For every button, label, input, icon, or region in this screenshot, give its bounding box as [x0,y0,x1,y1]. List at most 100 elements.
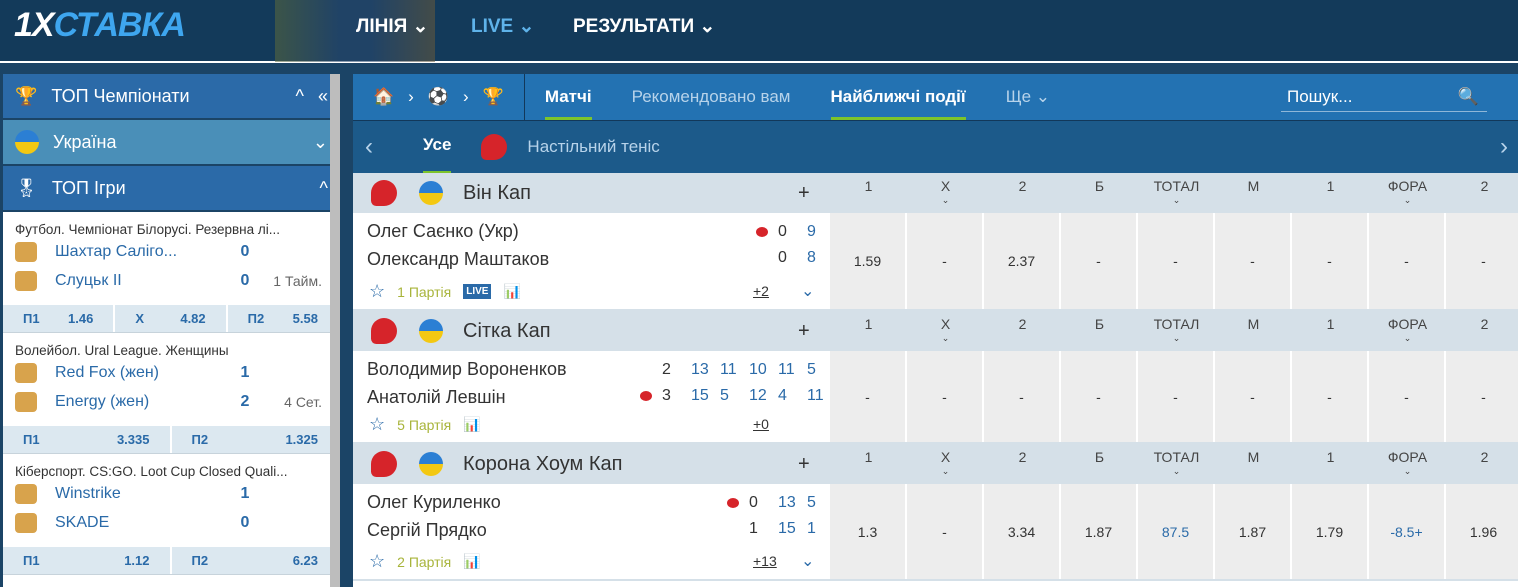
odds-cell[interactable]: 1.96 [1446,484,1518,579]
odds-cell[interactable]: - [1061,213,1138,309]
odds-cell[interactable]: - [1215,213,1292,309]
favorite-star-icon[interactable]: ☆ [369,551,386,571]
subtab-table-tennis[interactable]: Настільний теніс [527,137,660,156]
odds-button[interactable]: П2 5.58 [228,305,340,332]
odds-cell[interactable]: - [907,351,984,442]
subtab-all[interactable]: Усе [403,121,471,174]
chevron-up-icon[interactable]: ^ [295,85,304,106]
odds-row: П1 1.12 П2 6.23 [3,547,340,575]
odds-cell[interactable]: 3.34 [984,484,1061,579]
match-row[interactable]: Володимир Вороненков Анатолій Левшін 2 13 11… [353,351,1518,444]
chevron-down-icon: ⌄ [1172,195,1181,205]
search-input[interactable]: Пошук... 🔍 [1281,84,1487,112]
column-header: X ⌄ [907,317,984,345]
add-icon[interactable]: + [798,319,810,342]
tab-recommended[interactable]: Рекомендовано вам [631,87,791,106]
chevron-down-icon: ⌄ [941,333,950,343]
tournament-header[interactable]: Сітка Кап +1 X ⌄ 2 Б ТОТАЛ ⌄ М 1 ФОРА ⌄ 2 [353,311,1518,351]
odds-cell[interactable]: 1.79 [1292,484,1369,579]
odds-cell[interactable]: 1.87 [1061,484,1138,579]
score: 8 [807,249,816,266]
collapse-icon[interactable]: « [317,85,328,106]
live-card[interactable]: Волейбол. Ural League. Женщины Red Fox (ж… [3,333,340,454]
odds-cell[interactable]: - [984,351,1061,442]
team-logo-icon [15,483,37,504]
column-header: Б [1094,178,1105,194]
odds-cell[interactable]: 1.59 [830,213,907,309]
odds-cell[interactable]: - [1061,351,1138,442]
score: 1 [749,520,758,537]
statistics-icon[interactable]: 📊 [503,283,521,299]
odds-cell[interactable]: - [1369,351,1446,442]
odds-button[interactable]: П1 3.335 [3,426,172,453]
sidebar-ukraine[interactable]: Україна ⌄ [3,120,340,166]
table-tennis-icon [371,451,397,477]
tab-matches[interactable]: Матчі [525,74,612,120]
favorite-star-icon[interactable]: ☆ [369,414,386,434]
trophy-icon[interactable]: 🏆 [482,87,504,106]
nav-line[interactable]: ЛІНІЯ ⌄ [356,16,429,37]
odds-cell[interactable]: 87.5 [1138,484,1215,579]
sport-tabs: ‹ Усе Настільний теніс › [353,120,1518,174]
odds-button[interactable]: П2 6.23 [172,547,340,574]
odds-button[interactable]: П2 1.325 [172,426,340,453]
add-icon[interactable]: + [798,452,810,475]
odds-cell[interactable]: - [1215,351,1292,442]
favorite-star-icon[interactable]: ☆ [369,281,386,301]
sidebar-scrollbar[interactable] [330,74,340,587]
nav-results[interactable]: РЕЗУЛЬТАТИ ⌄ [573,16,716,37]
chevron-down-icon: ⌄ [1172,466,1181,476]
odds-button[interactable]: П1 1.46 [3,305,116,332]
odds-cell[interactable]: - [907,484,984,579]
chevron-up-icon[interactable]: ^ [319,177,328,198]
statistics-icon[interactable]: 📊 [463,416,481,432]
chevron-down-icon[interactable]: ⌄ [801,283,815,300]
statistics-icon[interactable]: 📊 [463,553,481,569]
odds-cell[interactable]: - [907,213,984,309]
search-icon[interactable]: 🔍 [1457,87,1479,106]
chevron-down-icon[interactable]: ⌄ [801,553,815,570]
tab-more[interactable]: Ще ⌄ [1005,87,1051,106]
logo[interactable]: 1XСТАВКА [14,6,186,44]
odds-cell[interactable]: - [830,351,907,442]
odds-cell[interactable]: - [1292,213,1369,309]
home-icon[interactable]: 🏠 [373,87,395,106]
arrow-left-icon[interactable]: ‹ [365,133,373,160]
odds-button[interactable]: Х 4.82 [115,305,228,332]
football-icon[interactable]: ⚽ [427,87,450,106]
arrow-right-icon[interactable]: › [1500,133,1508,160]
odds-cell[interactable]: - [1446,351,1518,442]
odds-cell[interactable]: -8.5+ [1369,484,1446,579]
match-row[interactable]: Олег Саєнко (Укр) Олександр Маштаков 0 9 0 8 ☆… [353,213,1518,311]
odds-cell[interactable]: 1.3 [830,484,907,579]
odds-cell[interactable]: - [1138,351,1215,442]
column-header: 2 [1480,178,1489,194]
match-row[interactable]: Олег Куриленко Сергій Прядко 0 13 5 1 15 1 ☆ 2 Па… [353,484,1518,581]
team-row: Шахтар Саліго... 0 [15,237,322,266]
tournament-header[interactable]: Корона Хоум Кап +1 X ⌄ 2 Б ТОТАЛ ⌄ М 1 ФОРА ⌄ 2 [353,444,1518,484]
sidebar-top-championships[interactable]: 🏆 ТОП Чемпіонати ^ « [3,74,340,120]
live-card[interactable]: Кіберспорт. CS:GO. Loot Cup Closed Quali… [3,454,340,575]
odds-cell[interactable]: - [1369,213,1446,309]
live-stream-icon[interactable]: LIVE [463,284,492,299]
more-markets-link[interactable]: +0 [753,416,769,432]
tab-upcoming[interactable]: Найближчі події [811,74,986,120]
odds-button[interactable]: П1 1.12 [3,547,172,574]
add-icon[interactable]: + [798,181,810,204]
more-markets-link[interactable]: +13 [753,553,777,569]
odds-cell[interactable]: 1.87 [1215,484,1292,579]
nav-live[interactable]: LIVE ⌄ [471,16,535,37]
chevron-down-icon[interactable]: ⌄ [312,131,328,152]
medal-icon: 🎖 [15,177,38,198]
odds-cell[interactable]: 2.37 [984,213,1061,309]
live-card[interactable]: Футбол. Чемпіонат Білорусі. Резервна лі.… [3,212,340,333]
table-tennis-icon [371,180,397,206]
odds-cell[interactable]: - [1292,351,1369,442]
tournament-header[interactable]: Він Кап +1 X ⌄ 2 Б ТОТАЛ ⌄ М 1 ФОРА ⌄ 2 [353,173,1518,213]
column-header: ФОРА ⌄ [1369,179,1446,207]
team-logo-icon [15,391,37,412]
odds-cell[interactable]: - [1138,213,1215,309]
more-markets-link[interactable]: +2 [753,283,769,299]
sidebar-top-games[interactable]: 🎖 ТОП Ігри ^ [3,166,340,212]
odds-cell[interactable]: - [1446,213,1518,309]
